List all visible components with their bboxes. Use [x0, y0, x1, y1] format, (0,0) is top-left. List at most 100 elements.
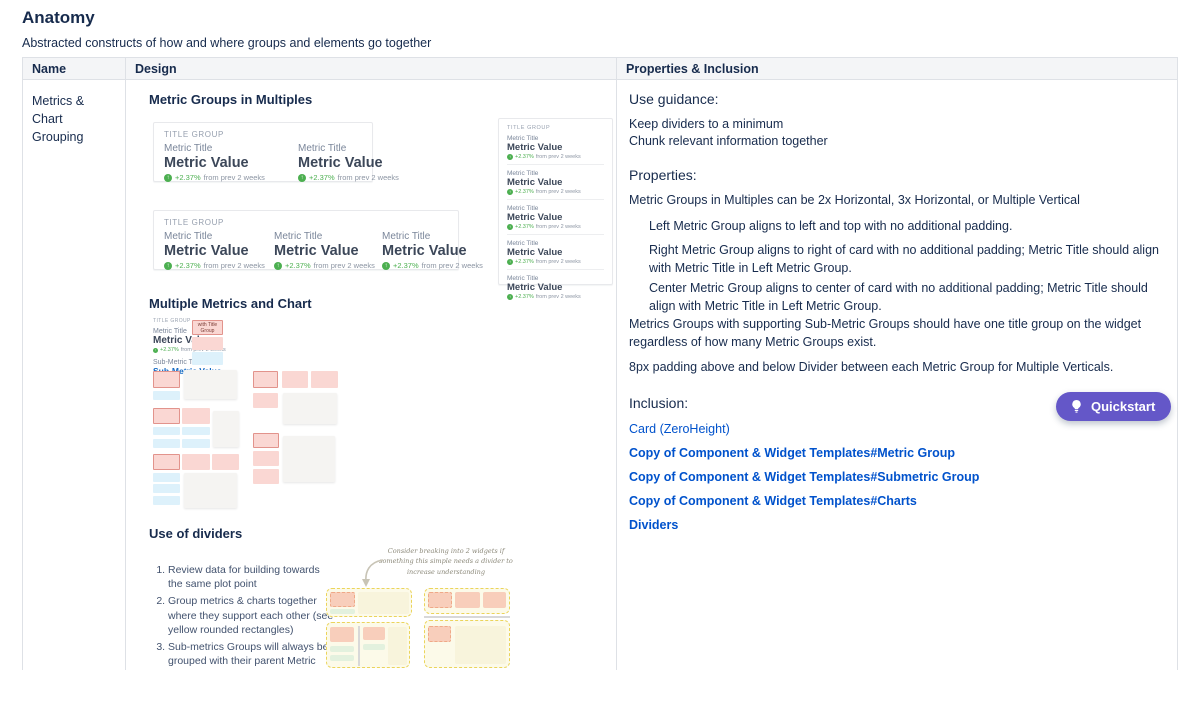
widget-divider-line	[358, 626, 360, 666]
page-subtitle: Abstracted constructs of how and where g…	[22, 36, 432, 50]
table-header-row: Name Design Properties & Inclusion	[23, 58, 1177, 80]
link-dividers[interactable]: Dividers	[629, 518, 679, 532]
metric-title: Metric Title	[298, 143, 347, 154]
layout-box-pink	[153, 371, 180, 388]
trend-up-icon: ↑	[507, 294, 513, 300]
layout-box-pink	[253, 451, 279, 466]
metric-delta: ↑ +2.37% from prev 2 weeks	[507, 154, 581, 160]
column-header-design: Design	[126, 58, 617, 80]
design-heading-chart: Multiple Metrics and Chart	[149, 296, 312, 311]
list-item: Sub-metrics Groups will always be groupe…	[168, 640, 335, 670]
layout-box-pink	[253, 371, 278, 388]
layout-box-blue	[153, 473, 180, 482]
layout-box-blue	[153, 439, 180, 448]
metric-value: Metric Value	[274, 243, 359, 259]
lightbulb-icon	[1072, 400, 1081, 413]
layout-box-blue	[182, 427, 210, 435]
layout-box-pink	[282, 371, 308, 388]
layout-box-blue	[153, 496, 180, 505]
metric-group: Metric Title Metric Value ↑ +2.37% from pr…	[507, 170, 604, 195]
quickstart-label: Quickstart	[1091, 399, 1156, 414]
metric-value: Metric Value	[153, 335, 212, 346]
metric-divider	[507, 199, 604, 200]
layout-box-chart	[388, 627, 407, 665]
layout-box-blue	[153, 427, 180, 435]
row-name: Metrics & Chart Grouping	[32, 94, 85, 145]
metric-divider	[507, 164, 604, 165]
metric-group: Metric Title Metric Value ↑ +2.37% from pr…	[507, 275, 604, 300]
metric-card-vertical: TITLE GROUP Metric Title Metric Value ↑ +…	[498, 118, 613, 300]
divider-group-outline	[424, 620, 510, 668]
properties-indented: Center Metric Group aligns to center of …	[649, 281, 1148, 313]
layout-box-blue	[153, 484, 180, 493]
metric-group: Metric Title Metric Value ↑ +2.37% from pr…	[507, 240, 604, 265]
trend-up-icon: ↑	[274, 261, 282, 270]
column-header-name: Name	[23, 58, 126, 80]
properties-paragraph: 8px padding above and below Divider betw…	[629, 360, 1114, 374]
layout-box-chart	[283, 393, 337, 424]
layout-box-pink	[428, 592, 452, 608]
metric-delta: ↑ +2.37% from prev 2 weeks	[164, 173, 265, 182]
table-row: Metrics & Chart Grouping Metric Groups i…	[23, 80, 1177, 670]
metric-title: Metric Title	[164, 231, 213, 242]
trend-up-icon: ↑	[164, 261, 172, 270]
link-templates-submetric-group[interactable]: Copy of Component & Widget Templates#Sub…	[629, 470, 980, 484]
quickstart-button[interactable]: Quickstart	[1056, 392, 1172, 421]
layout-box-pink	[330, 592, 355, 607]
layout-box-pink	[153, 454, 180, 470]
metric-title: Metric Title	[164, 143, 213, 154]
trend-up-icon: ↑	[153, 347, 158, 353]
divider-group-outline	[424, 588, 510, 614]
properties-indented: Right Metric Group aligns to right of ca…	[649, 243, 1159, 275]
layout-box-green	[330, 609, 355, 614]
metric-group: Metric Title Metric Value ↑ +2.37% from pr…	[164, 143, 265, 182]
dividers-diagram: Consider breaking into 2 widgets if some…	[321, 544, 521, 670]
link-templates-metric-group[interactable]: Copy of Component & Widget Templates#Met…	[629, 446, 956, 460]
metric-title: Metric Title	[507, 205, 539, 212]
metric-group: Metric Title Metric Value ↑ +2.37% from pr…	[164, 231, 265, 270]
list-item: Group metrics & charts together where th…	[168, 594, 335, 637]
trend-up-icon: ↑	[507, 259, 513, 265]
metric-value: Metric Value	[298, 155, 383, 171]
dividers-guideline-list: Review data for building towards the sam…	[153, 563, 335, 670]
layout-box-pink	[192, 337, 223, 350]
trend-up-icon: ↑	[507, 154, 513, 160]
inclusion-heading: Inclusion:	[629, 395, 689, 411]
divider-group-outline	[326, 622, 410, 668]
metric-value: Metric Value	[507, 177, 563, 188]
metric-delta: ↑ +2.37% from prev 2 weeks	[274, 261, 375, 270]
metric-value: Metric Value	[382, 243, 467, 259]
guidance-line: Chunk relevant information together	[629, 134, 828, 148]
metric-card-3x: TITLE GROUP Metric Title Metric Value ↑ +…	[153, 210, 483, 270]
metric-group: Metric Title Metric Value ↑ +2.37% from pr…	[507, 205, 604, 230]
trend-up-icon: ↑	[507, 189, 513, 195]
layout-box-chart	[455, 626, 506, 664]
link-card-zeroheight[interactable]: Card (ZeroHeight)	[629, 422, 730, 436]
list-item: Review data for building towards the sam…	[168, 563, 335, 591]
layout-box-green	[330, 646, 354, 652]
title-group-label: TITLE GROUP	[164, 218, 224, 227]
title-group-label: TITLE GROUP	[507, 125, 551, 131]
layout-box-blue	[192, 352, 223, 365]
metric-delta: ↑ +2.37% from prev 2 weeks	[507, 189, 581, 195]
properties-heading: Properties:	[629, 167, 697, 183]
layout-box-pink	[455, 592, 480, 608]
metric-title: Metric Title	[274, 231, 323, 242]
layout-box-pink	[483, 592, 506, 608]
layout-box-pink	[253, 433, 279, 448]
layout-box-chart	[213, 411, 239, 447]
with-title-group-callout: with Title Group	[192, 320, 223, 335]
guidance-line: Keep dividers to a minimum	[629, 117, 784, 131]
metric-value: Metric Value	[507, 212, 563, 223]
design-cell: Metric Groups in Multiples TITLE GROUP M…	[126, 80, 617, 670]
trend-up-icon: ↑	[382, 261, 390, 270]
link-templates-charts[interactable]: Copy of Component & Widget Templates#Cha…	[629, 494, 917, 508]
metric-card-2x: TITLE GROUP Metric Title Metric Value ↑ +…	[153, 122, 399, 182]
sub-metric-title: Sub-Metric Title	[153, 359, 202, 366]
widget-divider-line	[424, 616, 510, 618]
layout-box-pink	[182, 454, 210, 470]
layout-box-pink	[153, 408, 180, 424]
trend-up-icon: ↑	[298, 173, 306, 182]
metric-delta: ↑ +2.37% from prev 2 weeks	[298, 173, 399, 182]
metric-value: Metric Value	[164, 243, 249, 259]
